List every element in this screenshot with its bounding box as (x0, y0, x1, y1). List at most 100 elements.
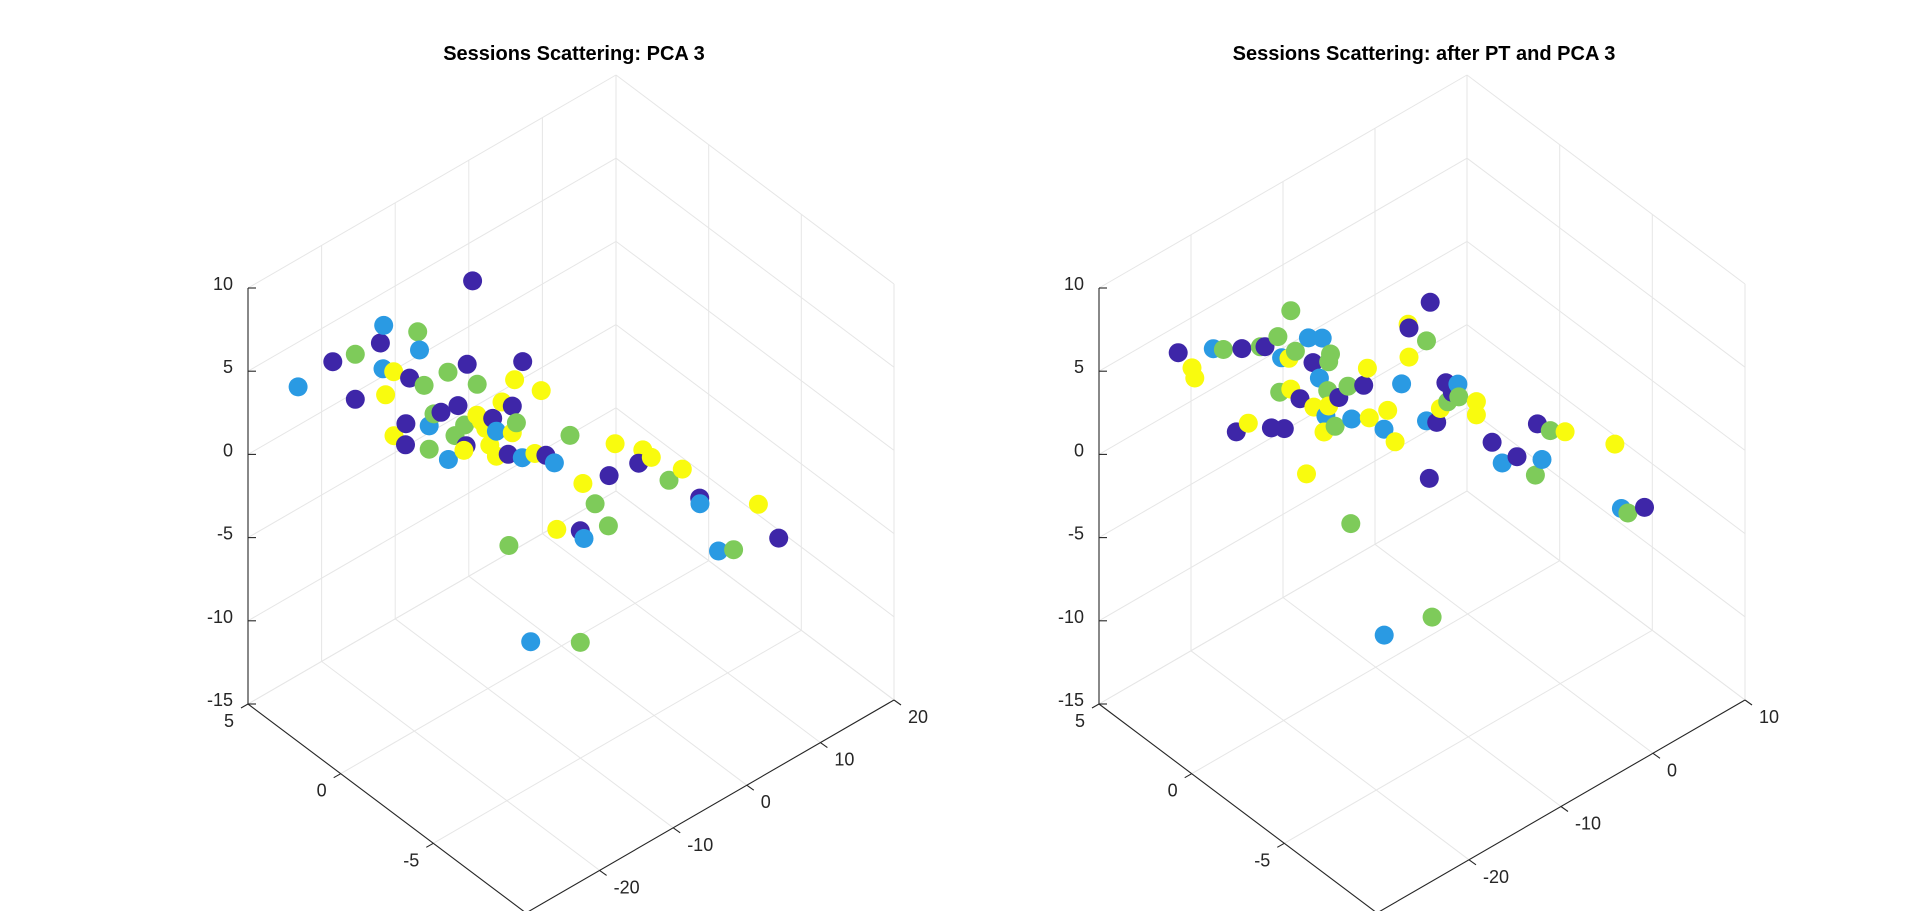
data-point (690, 494, 710, 514)
grid-line (1098, 490, 1468, 705)
y-tick-mark (333, 773, 341, 779)
markers (288, 271, 789, 652)
grid-line (1098, 74, 1468, 289)
data-point (521, 632, 541, 652)
y-tick-mark (1184, 773, 1192, 779)
data-point (457, 354, 477, 374)
grid-line (1466, 157, 1746, 368)
x-tick-label: -10 (1575, 814, 1601, 834)
data-point (463, 271, 483, 291)
x-tick-label: 10 (834, 750, 854, 770)
data-point (544, 453, 564, 473)
x-tick-mark (1560, 806, 1569, 812)
data-point (1492, 453, 1512, 473)
x-tick-mark (599, 869, 607, 876)
data-point (1635, 497, 1654, 517)
x-tick-mark (1744, 699, 1753, 706)
x-tick-mark (746, 784, 755, 791)
grid-line (542, 533, 821, 743)
grid-line (340, 560, 709, 775)
grid-line (468, 575, 748, 786)
data-point (376, 385, 396, 405)
data-point (748, 494, 768, 514)
grid-line (1466, 74, 1746, 285)
grid-line (247, 407, 617, 622)
data-point (1255, 337, 1275, 357)
grid-line (394, 618, 674, 829)
y-tick-label: -5 (1254, 850, 1270, 870)
data-point (1555, 422, 1575, 442)
data-point (323, 352, 343, 372)
grid-line (247, 74, 617, 289)
data-point (1341, 514, 1361, 534)
grid-line (615, 74, 895, 285)
data-point (1303, 353, 1323, 373)
x-tick-label: -20 (614, 877, 640, 897)
z-tick-label: 5 (1074, 357, 1084, 377)
z-tick-label: -15 (207, 690, 233, 710)
data-point (1420, 292, 1440, 312)
data-point (1374, 419, 1394, 439)
data-point (513, 352, 533, 372)
data-point (499, 536, 519, 555)
data-point (1325, 416, 1345, 436)
grid-line (1282, 597, 1562, 807)
data-point (709, 541, 728, 561)
data-point (585, 494, 605, 514)
y-tick-label: 5 (224, 711, 234, 731)
data-point (370, 333, 390, 353)
grid-line (1466, 490, 1746, 701)
data-point (438, 362, 458, 382)
grid-line (1466, 407, 1746, 618)
data-point (641, 447, 661, 467)
grid-line (1098, 407, 1468, 622)
data-point (1281, 301, 1301, 321)
data-point (374, 315, 394, 335)
data-point (573, 474, 593, 493)
data-point (1357, 358, 1377, 378)
data-point (1185, 368, 1205, 388)
data-point (345, 344, 365, 364)
z-tick-label: -15 (1058, 690, 1084, 710)
chart-title: Sessions Scattering: PCA 3 (443, 43, 705, 65)
data-point (1525, 465, 1545, 485)
data-point (1168, 343, 1188, 363)
data-point (505, 370, 525, 390)
data-point (1238, 413, 1258, 433)
data-point (560, 425, 580, 445)
data-point (1342, 409, 1362, 429)
x-tick-label: -20 (1483, 867, 1509, 887)
data-point (1285, 341, 1305, 361)
data-point (1417, 331, 1436, 351)
data-point (599, 466, 619, 486)
grid-line (1098, 157, 1468, 372)
y-tick-mark (1091, 703, 1100, 709)
data-point (410, 340, 429, 360)
grid-line (1374, 543, 1654, 754)
data-point (1618, 503, 1638, 523)
axes (240, 287, 902, 911)
data-point (1419, 468, 1439, 488)
data-point (1290, 389, 1310, 409)
y-tick-label: -5 (403, 850, 419, 870)
data-point (1378, 400, 1398, 420)
data-point (1268, 327, 1288, 347)
data-point (1399, 318, 1419, 338)
grid-line (247, 157, 617, 372)
x-tick-mark (893, 699, 902, 706)
z-tick-label: 10 (1064, 274, 1084, 294)
data-point (448, 396, 468, 416)
data-point (1392, 374, 1412, 394)
data-point (396, 414, 416, 434)
data-point (570, 632, 590, 652)
data-point (769, 528, 789, 548)
data-point (1466, 405, 1486, 425)
grid-line (433, 629, 802, 844)
z-tick-label: -10 (207, 607, 233, 627)
grid-line (1466, 241, 1746, 451)
chart-title: Sessions Scattering: after PT and PCA 3 (1233, 43, 1616, 65)
